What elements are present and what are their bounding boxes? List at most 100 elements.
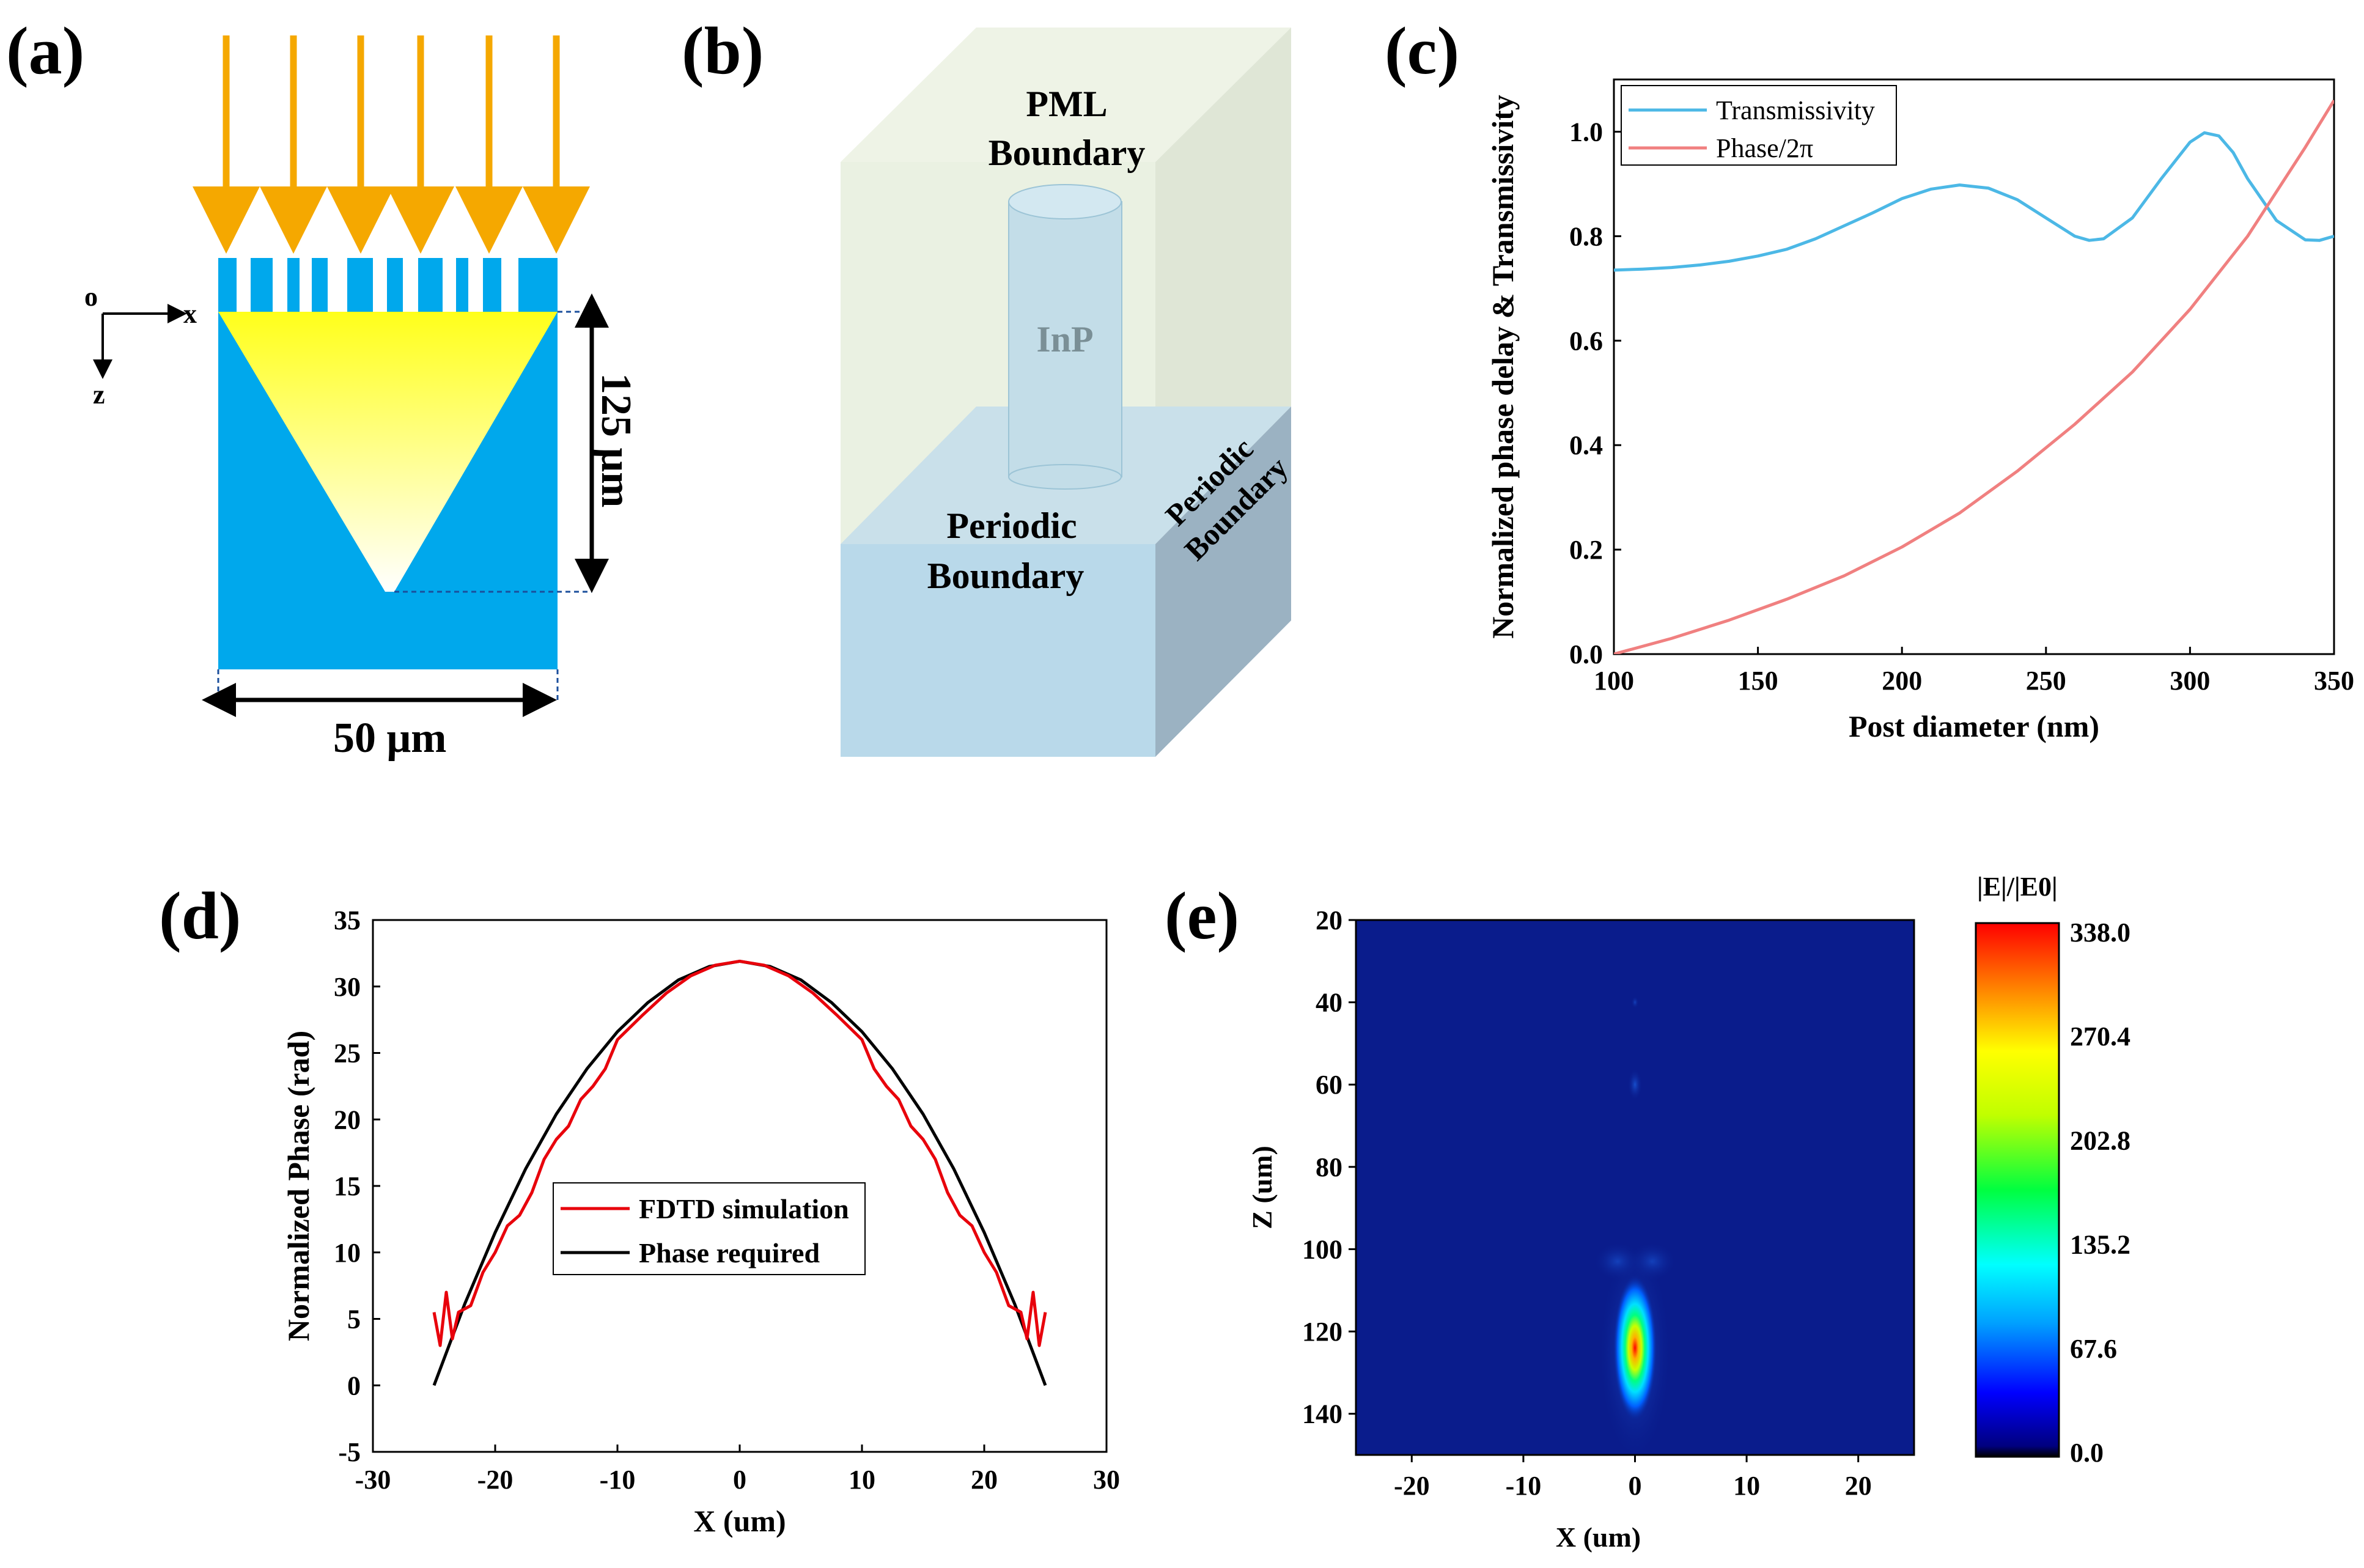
width-dimension: 50 μm	[202, 669, 559, 762]
y-tick-label: 30	[334, 972, 361, 1002]
chart-c: 100 150 200 250 300 350 0.0 0.2 0.4 0.6 0.8 1.0 Post…	[1486, 78, 2354, 743]
axis-z-label: z	[93, 380, 105, 410]
y-tick-label: 20	[1316, 905, 1342, 935]
y-tick-label: 0.0	[1569, 639, 1603, 669]
y-tick-label: 60	[1316, 1070, 1342, 1100]
x-tick-label: 300	[2170, 666, 2210, 696]
y-tick-label: 1.0	[1569, 117, 1603, 147]
panel-b-label: (b)	[682, 13, 764, 88]
y-tick-label: 5	[347, 1305, 361, 1334]
y-tick-label: 25	[334, 1039, 361, 1069]
colorbar-tick-label: 270.4	[2070, 1021, 2130, 1051]
colorbar-tick-label: 202.8	[2070, 1125, 2130, 1155]
focal-spot	[1613, 1275, 1657, 1421]
x-tick-label: -30	[355, 1465, 391, 1495]
colorbar-tick-label: 67.6	[2070, 1334, 2117, 1364]
legend-entry: Transmissivity	[1716, 95, 1875, 125]
x-tick-label: 200	[1882, 666, 1922, 696]
colorbar-tick-label: 135.2	[2070, 1230, 2130, 1260]
pml-label-line2: Boundary	[989, 133, 1146, 173]
y-tick-label: 140	[1302, 1399, 1342, 1429]
inp-post: InP	[1008, 184, 1122, 490]
focusing-cone	[218, 312, 558, 592]
series-group	[432, 959, 1047, 1386]
substrate-side-face	[1155, 407, 1291, 757]
x-axis-title: X (um)	[693, 1504, 786, 1538]
x-tick-label: 20	[971, 1465, 998, 1495]
y-axis-title: Normalized phase delay & Transmissivity	[1486, 95, 1520, 639]
axis-origin-label: o	[84, 282, 98, 312]
legend-entry: Phase/2π	[1716, 133, 1813, 163]
pml-top-face	[841, 28, 1291, 162]
panel-d-label: (d)	[159, 878, 241, 953]
y-axis-title: Z (um)	[1246, 1146, 1278, 1229]
x-tick-label: 30	[1093, 1465, 1120, 1495]
legend-box	[1621, 85, 1897, 166]
periodic-front-line1: Periodic	[946, 506, 1077, 546]
chart-e: -20 -10 0 10 20 20 40 60 80 100 120 140 X (um) Z (um)…	[1246, 872, 2130, 1553]
x-tick-label: 10	[849, 1465, 875, 1495]
x-tick-label: 0	[1629, 1471, 1642, 1501]
x-tick-label: -20	[1394, 1471, 1430, 1501]
panel-a: (a) o	[6, 13, 639, 762]
y-tick-label: 0.4	[1569, 430, 1603, 460]
upper-lobe	[1631, 996, 1639, 1009]
y-tick-label: 0	[347, 1371, 361, 1401]
pml-label-line1: PML	[1026, 84, 1107, 124]
heatmap-field	[1593, 996, 1677, 1455]
series-line-0	[1614, 131, 2334, 272]
legend-entry: Phase required	[639, 1237, 820, 1268]
y-tick-label: -5	[338, 1437, 361, 1467]
x-tick-label: 100	[1594, 666, 1634, 696]
panel-e: (e) -20 -10 0 10 20 20 40 60 80 100 120 140 X (um) Z …	[1165, 872, 2130, 1553]
chart-d: -30 -20 -10 0 10 20 30 -5 0 5 10 15 20 25 30 35 X (um) No…	[281, 905, 1120, 1538]
x-tick-label: -20	[477, 1465, 514, 1495]
y-tick-label: 20	[334, 1105, 361, 1135]
colorbar	[1975, 922, 2060, 1458]
width-label: 50 μm	[333, 715, 447, 762]
x-tick-label: 10	[1733, 1471, 1760, 1501]
y-tick-label: 10	[334, 1238, 361, 1268]
panel-a-label: (a)	[6, 13, 84, 88]
series-group	[1614, 99, 2334, 654]
upper-lobe	[1627, 1069, 1643, 1101]
x-tick-label: 0	[733, 1465, 746, 1495]
x-tick-label: 350	[2314, 666, 2354, 696]
panel-b: (b) InP PML Boundary Periodic Boundary P…	[682, 13, 1294, 757]
axis-x-label: x	[183, 299, 197, 329]
panel-c: (c) 100 150 200 250 300 350 0.0 0.2 0.4 0.6 0.8 1.0…	[1385, 13, 2354, 743]
x-tick-label: -10	[600, 1465, 636, 1495]
series-line-0	[432, 959, 1047, 1347]
legend-entry: FDTD simulation	[639, 1193, 849, 1224]
x-axis-title: X (um)	[1556, 1522, 1641, 1553]
y-tick-label: 100	[1302, 1234, 1342, 1264]
plot-frame	[1613, 78, 2335, 655]
colorbar-tick-label: 338.0	[2070, 918, 2130, 948]
panel-c-label: (c)	[1385, 13, 1459, 88]
x-tick-label: 150	[1738, 666, 1778, 696]
legend-box	[553, 1182, 866, 1275]
metasurface-posts	[218, 258, 558, 312]
panel-d: (d) -30 -20 -10 0 10 20 30 -5 0 5 10 15 20 25 30 35 X (u…	[159, 878, 1120, 1538]
y-tick-label: 120	[1302, 1317, 1342, 1347]
x-tick-label: 20	[1845, 1471, 1872, 1501]
periodic-front-line2: Boundary	[927, 556, 1084, 596]
series-line-1	[432, 959, 1047, 1386]
y-axis-title: Normalized Phase (rad)	[281, 1031, 315, 1341]
y-tick-label: 80	[1316, 1152, 1342, 1182]
depth-label: 125 μm	[592, 373, 639, 508]
series-line-1	[1614, 99, 2334, 654]
y-tick-label: 0.2	[1569, 535, 1603, 565]
y-tick-label: 40	[1316, 988, 1342, 1018]
y-tick-label: 0.6	[1569, 326, 1603, 356]
incident-light-arrows	[193, 35, 590, 254]
coordinate-axes: o x z	[84, 282, 197, 410]
colorbar-tick-label: 0.0	[2070, 1438, 2104, 1468]
x-axis-title: Post diameter (nm)	[1849, 709, 2099, 743]
substrate-front-face	[841, 544, 1155, 757]
y-tick-label: 15	[334, 1171, 361, 1201]
y-tick-label: 0.8	[1569, 221, 1603, 251]
x-tick-label: 250	[2026, 666, 2066, 696]
colorbar-title: |E|/|E0|	[1977, 872, 2058, 902]
depth-dimension: 125 μm	[394, 293, 639, 593]
